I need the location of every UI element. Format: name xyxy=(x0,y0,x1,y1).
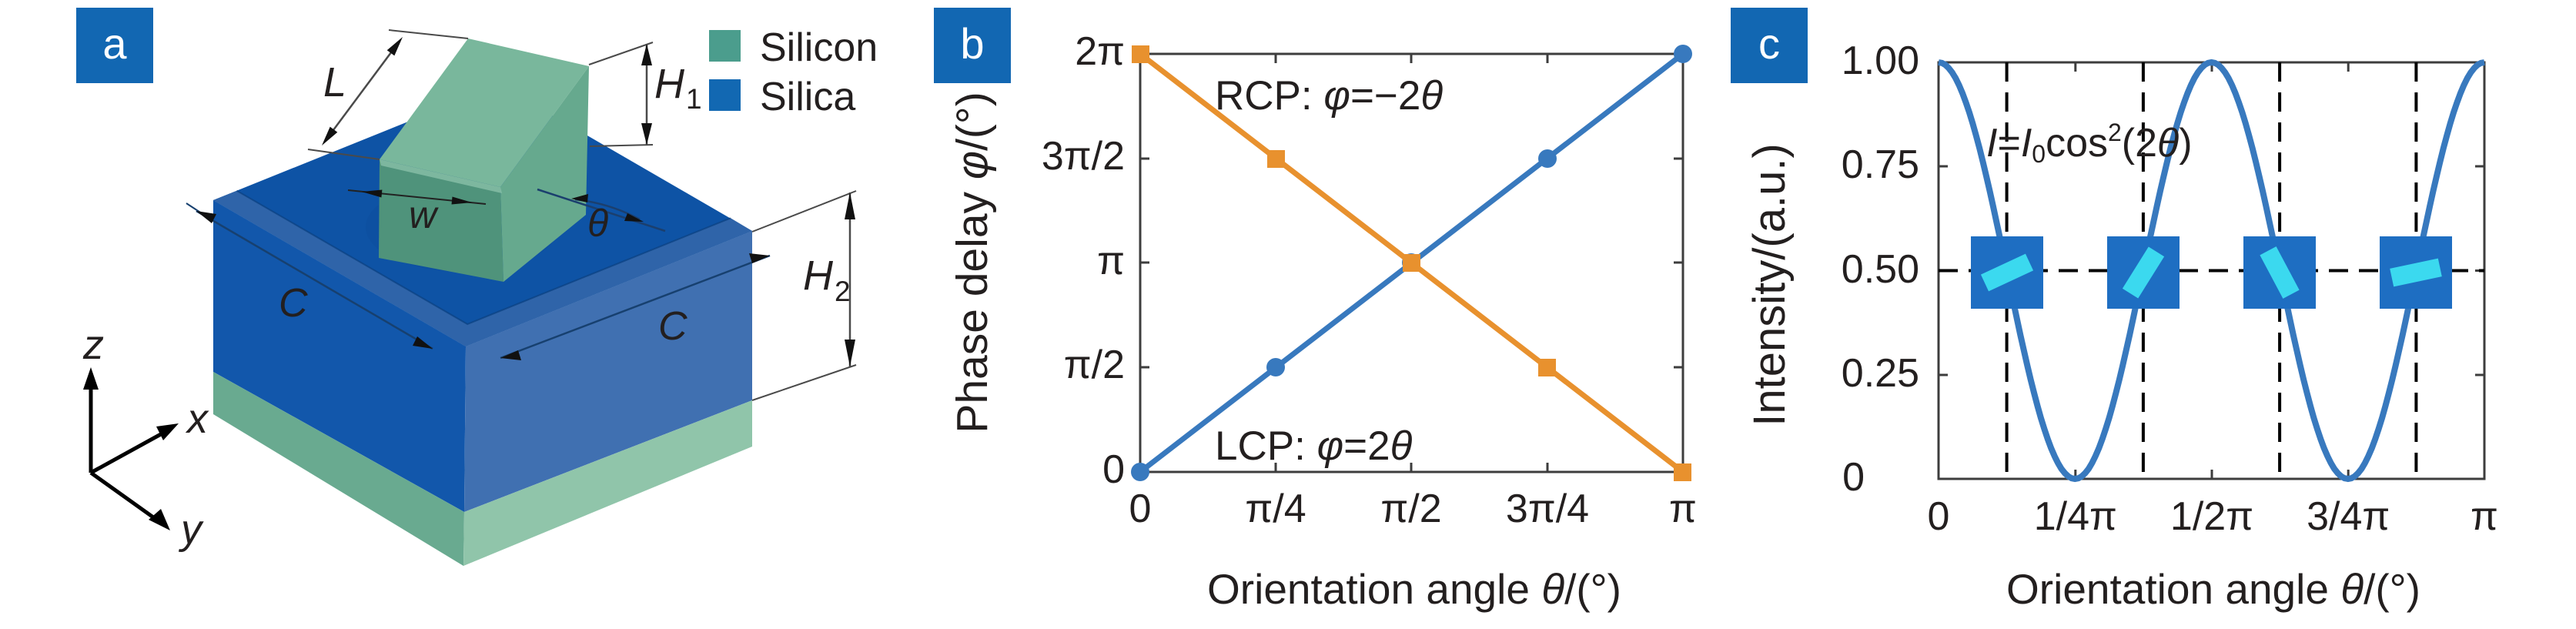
svg-text:0.25: 0.25 xyxy=(1842,351,1919,396)
svg-text:H: H xyxy=(803,253,834,299)
svg-text:θ: θ xyxy=(587,202,608,245)
svg-text:0.50: 0.50 xyxy=(1842,247,1919,292)
svg-text:2: 2 xyxy=(835,276,851,307)
svg-text:π/4: π/4 xyxy=(1245,487,1306,531)
svg-text:0: 0 xyxy=(1129,487,1152,531)
svg-text:3/4π: 3/4π xyxy=(2307,494,2390,539)
svg-text:H: H xyxy=(654,61,685,107)
svg-text:π/2: π/2 xyxy=(1380,487,1441,531)
svg-text:C: C xyxy=(658,304,687,349)
svg-text:Phase delay φ/(°): Phase delay φ/(°) xyxy=(948,92,997,433)
svg-text:1: 1 xyxy=(686,83,702,115)
svg-text:L: L xyxy=(323,59,346,105)
svg-text:1.00: 1.00 xyxy=(1842,38,1919,83)
svg-text:a: a xyxy=(102,19,127,68)
svg-text:0: 0 xyxy=(1842,455,1865,500)
svg-text:Silica: Silica xyxy=(760,75,855,119)
svg-text:y: y xyxy=(178,507,204,553)
svg-text:c: c xyxy=(1758,19,1780,68)
svg-text:0: 0 xyxy=(1102,447,1125,492)
svg-text:I=I0cos2(2θ): I=I0cos2(2θ) xyxy=(1986,119,2193,168)
svg-text:3π/4: 3π/4 xyxy=(1506,487,1589,531)
svg-text:Intensity/(a.u.): Intensity/(a.u.) xyxy=(1745,143,1795,426)
svg-text:1/4π: 1/4π xyxy=(2034,494,2117,539)
svg-text:π/2: π/2 xyxy=(1064,343,1125,387)
svg-text:0.75: 0.75 xyxy=(1842,142,1919,187)
svg-text:π: π xyxy=(1097,239,1125,283)
svg-text:π: π xyxy=(1669,487,1697,531)
svg-text:3π/2: 3π/2 xyxy=(1042,134,1125,179)
svg-text:0: 0 xyxy=(1928,494,1950,539)
svg-text:1/2π: 1/2π xyxy=(2170,494,2253,539)
svg-text:z: z xyxy=(82,322,104,368)
svg-text:x: x xyxy=(185,396,209,442)
svg-text:C: C xyxy=(279,281,308,326)
svg-text:LCP: φ=2θ: LCP: φ=2θ xyxy=(1215,423,1413,469)
svg-text:w: w xyxy=(409,193,439,236)
svg-text:b: b xyxy=(960,19,984,68)
svg-text:Orientation angle θ/(°): Orientation angle θ/(°) xyxy=(1207,565,1621,613)
svg-text:RCP: φ=−2θ: RCP: φ=−2θ xyxy=(1215,73,1443,119)
svg-text:Silicon: Silicon xyxy=(760,25,878,70)
svg-text:π: π xyxy=(2471,494,2498,539)
svg-text:2π: 2π xyxy=(1075,29,1125,74)
svg-text:Orientation angle θ/(°): Orientation angle θ/(°) xyxy=(2006,565,2420,613)
